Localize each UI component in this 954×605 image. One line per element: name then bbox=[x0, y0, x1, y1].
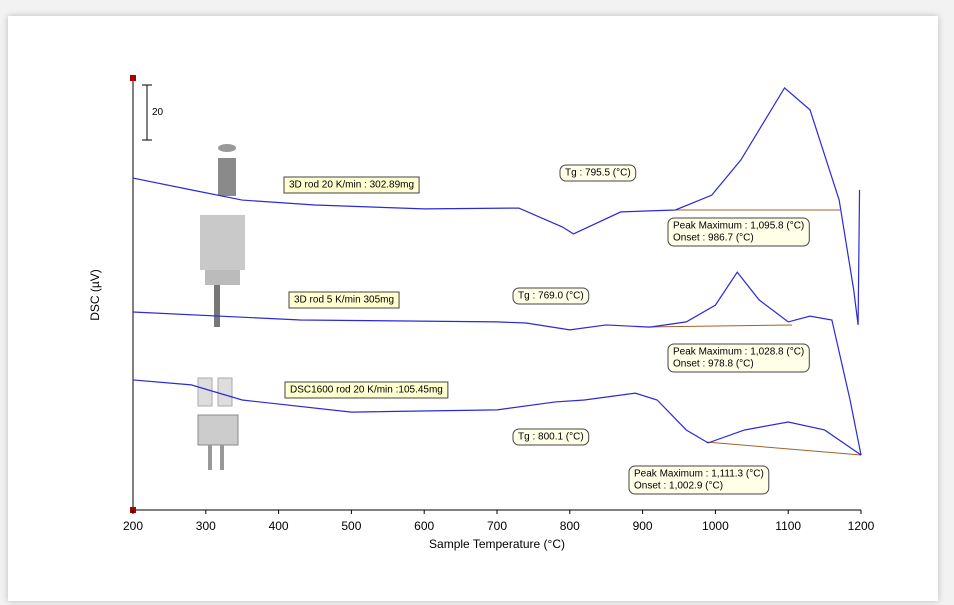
annotation-box bbox=[283, 176, 420, 194]
x-tick-label: 700 bbox=[487, 519, 507, 533]
annotation-box bbox=[512, 287, 590, 305]
annotation-box bbox=[559, 164, 637, 182]
annotation: 3D rod 20 K/min : 302.89mg bbox=[283, 176, 420, 194]
x-tick-label: 200 bbox=[123, 519, 143, 533]
series-line bbox=[132, 379, 862, 456]
axes: Sample Temperature (°C) DSC (µV) bbox=[88, 75, 861, 551]
annotation-text: Onset : 986.7 (°C) bbox=[673, 233, 754, 244]
annotation-text: Peak Maximum : 1,095.8 (°C) bbox=[673, 221, 804, 232]
annotation-box bbox=[628, 465, 770, 495]
x-axis-title: Sample Temperature (°C) bbox=[429, 537, 565, 551]
annotation-box bbox=[288, 291, 400, 309]
annotation-box bbox=[667, 343, 810, 373]
annotation-text: Peak Maximum : 1,111.3 (°C) bbox=[634, 469, 764, 480]
x-tick-label: 800 bbox=[560, 519, 580, 533]
annotation: Tg : 795.5 (°C) bbox=[559, 164, 637, 182]
x-tick-label: 300 bbox=[196, 519, 216, 533]
annotation: 3D rod 5 K/min 305mg bbox=[288, 291, 400, 309]
series-line bbox=[132, 86, 861, 325]
annotation-text: Tg : 795.5 (°C) bbox=[565, 168, 631, 179]
series-line bbox=[132, 271, 862, 456]
x-tick-label: 600 bbox=[414, 519, 434, 533]
annotation: Peak Maximum : 1,111.3 (°C)Onset : 1,002… bbox=[628, 465, 770, 495]
annotation-box bbox=[512, 428, 590, 446]
x-tick-label: 1000 bbox=[702, 519, 729, 533]
x-tick-label: 1200 bbox=[848, 519, 875, 533]
annotation-text: Tg : 800.1 (°C) bbox=[518, 432, 584, 443]
annotation-text: 3D rod 20 K/min : 302.89mg bbox=[289, 180, 414, 191]
annotation-text: 3D rod 5 K/min 305mg bbox=[294, 295, 394, 306]
annotation-text: Peak Maximum : 1,028.8 (°C) bbox=[673, 347, 804, 358]
annotation: Peak Maximum : 1,095.8 (°C)Onset : 986.7… bbox=[667, 217, 810, 247]
annotation-text: Tg : 769.0 (°C) bbox=[518, 291, 584, 302]
scale-label: 20 bbox=[152, 107, 164, 118]
x-tick-label: 400 bbox=[269, 519, 289, 533]
annotation: Peak Maximum : 1,028.8 (°C)Onset : 978.8… bbox=[667, 343, 810, 373]
panel bbox=[8, 16, 938, 601]
baselines bbox=[644, 209, 862, 456]
annotation: DSC1600 rod 20 K/min :105.45mg bbox=[284, 381, 449, 399]
annotation-text: Onset : 978.8 (°C) bbox=[673, 359, 754, 370]
annotation-text: DSC1600 rod 20 K/min :105.45mg bbox=[290, 385, 443, 396]
annotation-box bbox=[284, 381, 449, 399]
annotation: Tg : 800.1 (°C) bbox=[512, 428, 590, 446]
x-tick-label: 900 bbox=[633, 519, 653, 533]
annotation-box bbox=[667, 217, 810, 247]
y-axis-title: DSC (µV) bbox=[88, 269, 102, 321]
sample-images bbox=[197, 144, 245, 470]
annotation: Tg : 769.0 (°C) bbox=[512, 287, 590, 305]
annotation-text: Onset : 1,002.9 (°C) bbox=[634, 481, 723, 492]
x-tick-label: 500 bbox=[341, 519, 361, 533]
x-tick-label: 1100 bbox=[775, 519, 801, 533]
